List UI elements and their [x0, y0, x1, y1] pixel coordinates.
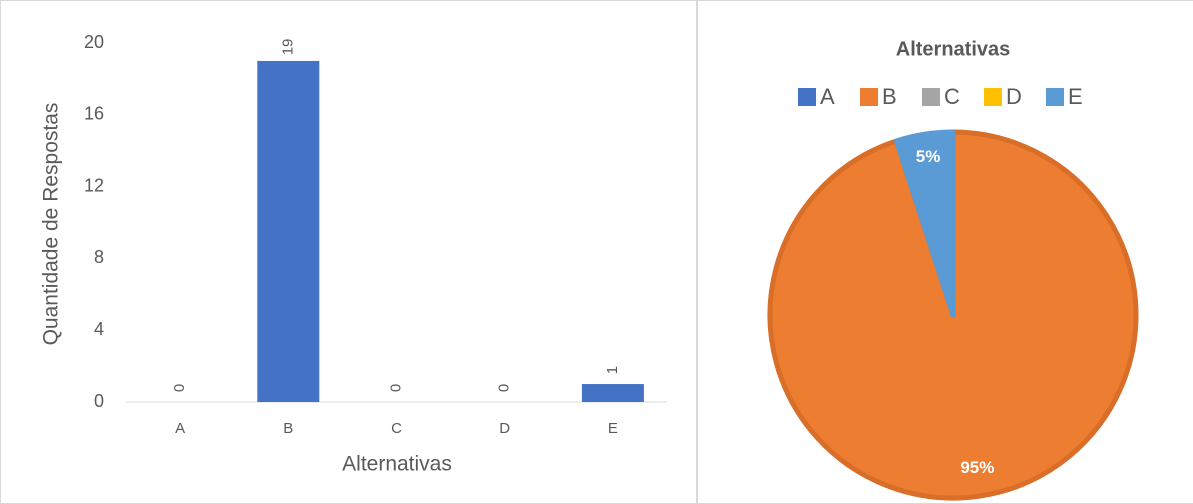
x-tick-label: E: [608, 420, 618, 437]
data-label: 1: [604, 366, 621, 374]
legend-label: A: [820, 84, 835, 109]
chart-title: Alternativas: [896, 38, 1011, 60]
x-tick-label: D: [499, 420, 510, 437]
legend-label: B: [882, 84, 897, 109]
y-tick-label: 20: [84, 32, 104, 52]
data-label: 5%: [916, 147, 941, 166]
legend-label: C: [944, 84, 960, 109]
x-tick-label: B: [283, 420, 293, 437]
y-axis-label: Quantidade de Respostas: [40, 103, 63, 346]
legend-swatch: [984, 88, 1002, 106]
legend-swatch: [860, 88, 878, 106]
x-tick-label: C: [391, 420, 402, 437]
bar: [257, 60, 320, 402]
x-axis-label: Alternativas: [342, 453, 452, 476]
pie-slice: [893, 129, 956, 318]
legend-swatch: [922, 88, 940, 106]
legend-label: D: [1006, 84, 1022, 109]
x-tick-label: A: [175, 420, 185, 437]
y-tick-label: 8: [94, 247, 104, 267]
data-label: 0: [496, 384, 513, 392]
y-tick-label: 4: [94, 319, 104, 339]
legend-label: E: [1068, 84, 1083, 109]
data-label: 0: [171, 384, 188, 392]
y-tick-label: 12: [84, 175, 104, 195]
y-tick-label: 0: [94, 391, 104, 411]
y-tick-label: 16: [84, 104, 104, 124]
panel-border: [0, 0, 697, 504]
legend-swatch: [1046, 88, 1064, 106]
legend-swatch: [798, 88, 816, 106]
data-label: 95%: [960, 458, 994, 477]
data-label: 0: [387, 384, 404, 392]
bar: [581, 384, 644, 402]
data-label: 19: [279, 39, 296, 56]
